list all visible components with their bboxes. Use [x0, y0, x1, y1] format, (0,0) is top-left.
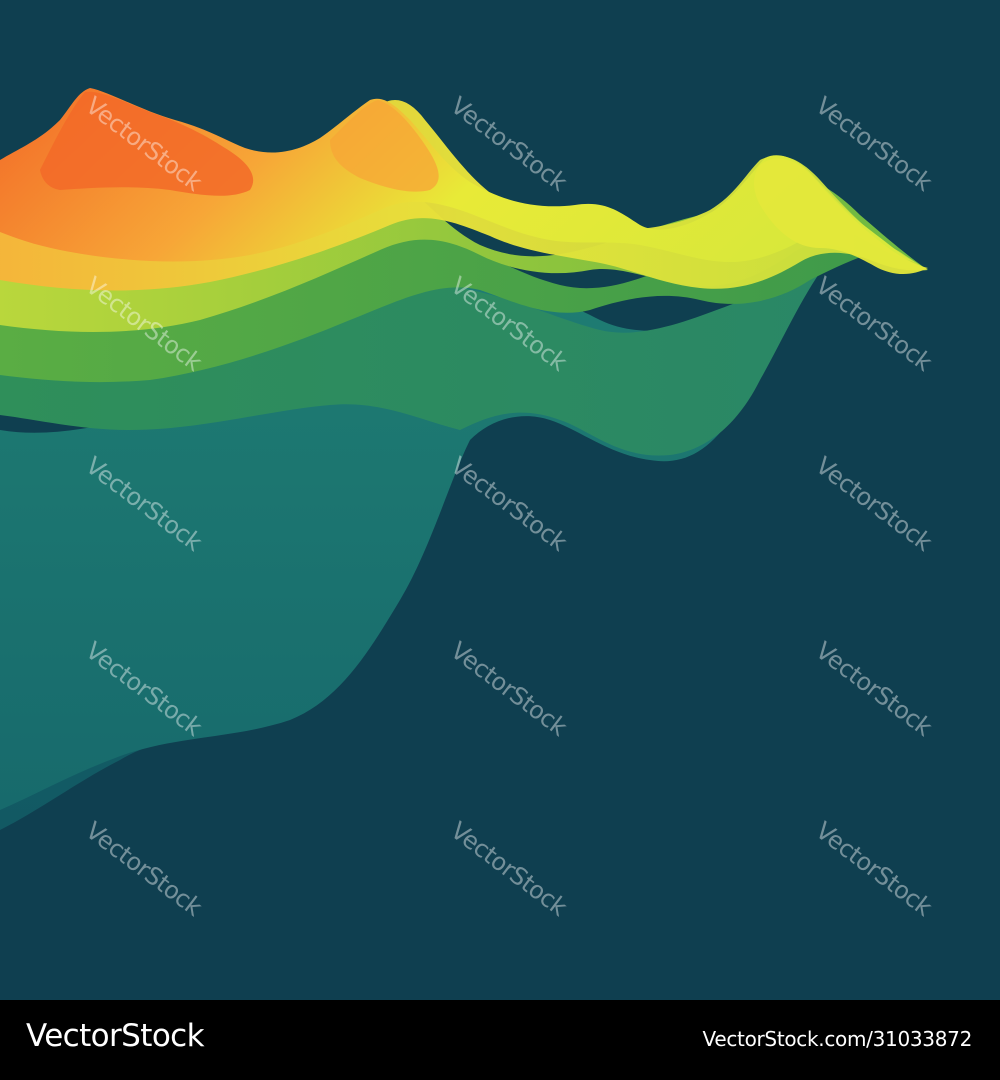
- terrain-yellow-tail: [754, 158, 928, 274]
- terrain-amber-crest: [330, 100, 439, 192]
- terrain-layer-green: [0, 265, 825, 456]
- wave-terrain-artwork: [0, 0, 1000, 1000]
- footer-bar: VectorStock VectorStock.com/31033872: [0, 1000, 1000, 1080]
- terrain-illustration: [0, 0, 1000, 1000]
- terrain-layer-orange-ridge: [0, 88, 915, 262]
- footer-image-id: VectorStock.com/31033872: [702, 1027, 973, 1051]
- terrain-layer-lime: [0, 219, 880, 383]
- terrain-layer-yellow-green: [0, 174, 925, 332]
- footer-brand-logo: VectorStock: [26, 1018, 205, 1054]
- terrain-orange-peak: [40, 91, 254, 196]
